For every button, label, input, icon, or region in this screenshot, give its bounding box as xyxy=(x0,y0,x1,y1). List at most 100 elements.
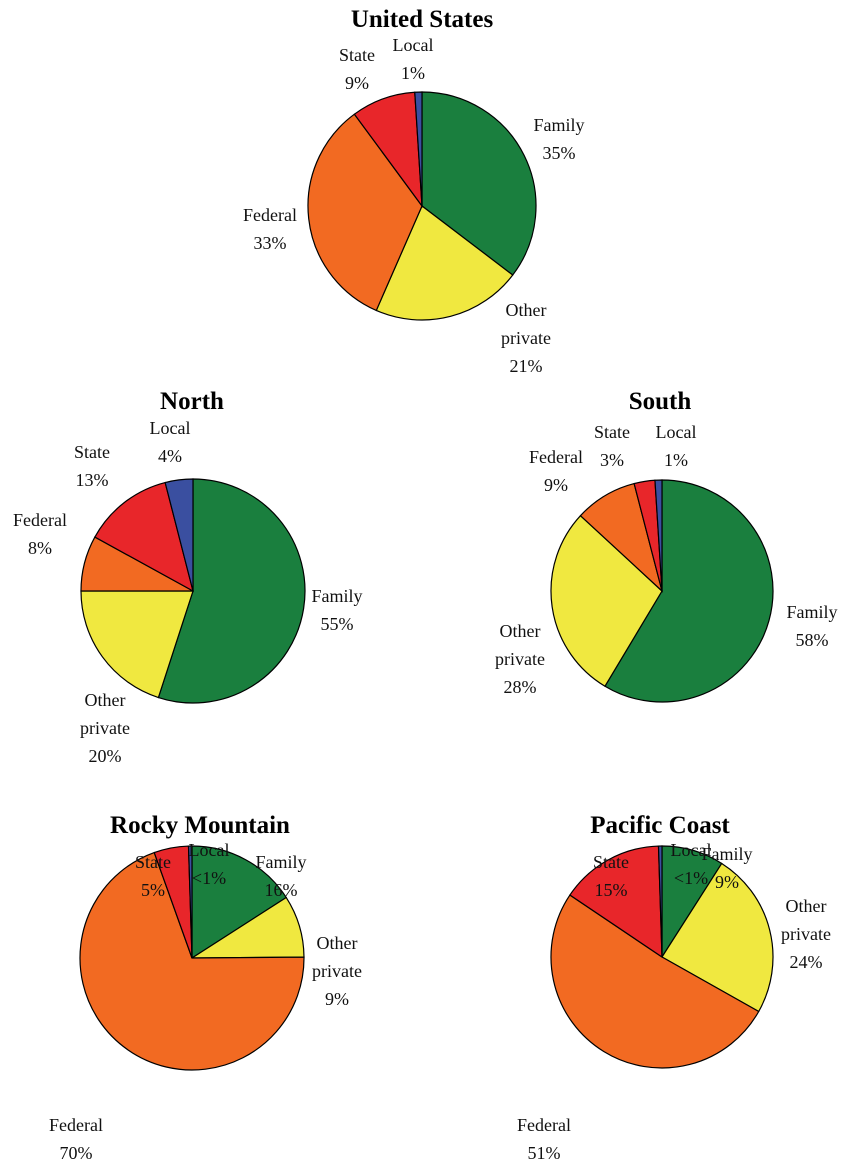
slice-label: Local 1% xyxy=(636,418,716,474)
slice-value: 8% xyxy=(28,538,52,558)
slice-name: Local xyxy=(149,418,191,438)
slice-label: Local 4% xyxy=(130,414,210,470)
slice-value: 28% xyxy=(503,677,537,697)
slice-value: 3% xyxy=(600,450,624,470)
chart-title: United States xyxy=(350,6,494,33)
slice-name: Federal xyxy=(529,447,583,467)
slice-name: Local xyxy=(188,840,230,860)
pie-slice xyxy=(187,845,193,959)
pie-slice xyxy=(80,590,194,699)
slice-label: State 5% xyxy=(113,848,193,904)
pie-slice xyxy=(661,862,774,1013)
slice-value: 13% xyxy=(75,470,109,490)
chart-title: North xyxy=(160,388,224,415)
pie-slice xyxy=(654,479,663,592)
chart-title: Pacific Coast xyxy=(590,812,730,839)
slice-value: 21% xyxy=(509,356,543,376)
slice-label: State 9% xyxy=(317,41,397,97)
slice-label: Family 9% xyxy=(687,840,767,896)
slice-value: 9% xyxy=(325,989,349,1009)
slice-value: 15% xyxy=(594,880,628,900)
pie-slice xyxy=(414,91,423,207)
slice-name: Family xyxy=(255,852,307,872)
slice-label: Other private 28% xyxy=(480,617,560,701)
pie-slice xyxy=(307,113,423,312)
slice-value: 24% xyxy=(789,952,823,972)
slice-value: 4% xyxy=(158,446,182,466)
slice-name: State xyxy=(593,852,629,872)
pie-slice xyxy=(550,514,663,688)
slice-value: 35% xyxy=(542,143,576,163)
slice-name: Federal xyxy=(243,205,297,225)
slice-name: Local xyxy=(655,422,697,442)
slice-label: Federal 70% xyxy=(36,1111,116,1161)
slice-name: State xyxy=(74,442,110,462)
slice-name: Other private xyxy=(781,896,831,944)
slice-value: 9% xyxy=(544,475,568,495)
slice-label: Other private 21% xyxy=(486,296,566,380)
slice-name: Other private xyxy=(501,300,551,348)
pie-slice xyxy=(375,205,514,321)
slice-name: Family xyxy=(701,844,753,864)
slice-value: 5% xyxy=(141,880,165,900)
slice-name: Other private xyxy=(495,621,545,669)
slice-name: Family xyxy=(311,586,363,606)
slice-label: Federal 33% xyxy=(230,201,310,257)
pie-slice xyxy=(79,851,305,1071)
slice-value: 55% xyxy=(320,614,354,634)
slice-value: 70% xyxy=(59,1143,93,1161)
pie-slice xyxy=(569,845,663,959)
slice-label: Other private 20% xyxy=(65,686,145,770)
slice-value: 16% xyxy=(264,880,298,900)
slice-value: 9% xyxy=(715,872,739,892)
slice-value: 9% xyxy=(345,73,369,93)
pie-slice xyxy=(657,845,663,958)
pie-slice xyxy=(157,478,306,704)
slice-name: State xyxy=(135,852,171,872)
slice-label: Federal 8% xyxy=(0,506,80,562)
slice-value: <1% xyxy=(191,868,227,888)
slice-name: State xyxy=(594,422,630,442)
slice-value: 58% xyxy=(795,630,829,650)
slice-value: 51% xyxy=(527,1143,561,1161)
chart-title: South xyxy=(628,388,692,415)
chart-title: Rocky Mountain xyxy=(110,812,290,839)
pie-slice xyxy=(191,845,288,960)
pie-slice xyxy=(164,478,194,592)
slice-value: 1% xyxy=(664,450,688,470)
slice-label: State 3% xyxy=(572,418,652,474)
slice-label: Federal 9% xyxy=(516,443,596,499)
slice-name: Family xyxy=(533,115,585,135)
slice-name: State xyxy=(339,45,375,65)
slice-label: Local <1% xyxy=(651,836,731,892)
slice-label: State 15% xyxy=(571,848,651,904)
slice-name: Local xyxy=(670,840,712,860)
slice-label: Local 1% xyxy=(373,31,453,87)
slice-value: 20% xyxy=(88,746,122,766)
slice-label: Other private 9% xyxy=(297,929,377,1013)
slice-name: Federal xyxy=(13,510,67,530)
slice-label: Other private 24% xyxy=(766,892,843,976)
slice-name: Federal xyxy=(49,1115,103,1135)
slice-value: 33% xyxy=(253,233,287,253)
slice-name: Family xyxy=(786,602,838,622)
slice-label: Federal 51% xyxy=(504,1111,584,1161)
slice-label: Family 55% xyxy=(297,582,377,638)
slice-label: Family 35% xyxy=(519,111,599,167)
slice-value: <1% xyxy=(673,868,709,888)
slice-name: Local xyxy=(392,35,434,55)
slice-name: Other private xyxy=(312,933,362,981)
pie-slice xyxy=(604,479,774,703)
pie-slice xyxy=(421,91,537,276)
slice-label: Local <1% xyxy=(169,836,249,892)
slice-name: Federal xyxy=(517,1115,571,1135)
slice-label: State 13% xyxy=(52,438,132,494)
slice-value: 1% xyxy=(401,63,425,83)
slice-label: Family 58% xyxy=(772,598,843,654)
pie-slice xyxy=(94,481,194,593)
slice-name: Other private xyxy=(80,690,130,738)
slice-label: Family 16% xyxy=(241,848,321,904)
pie-slice xyxy=(550,894,760,1069)
